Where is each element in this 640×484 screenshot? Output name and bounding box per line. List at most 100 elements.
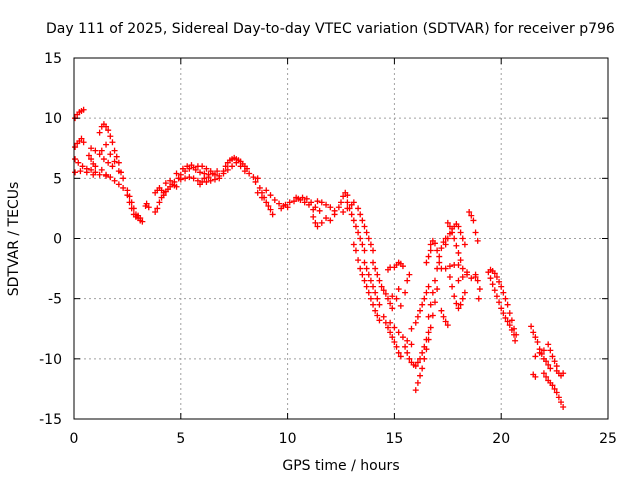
data-point-plus [179, 165, 186, 172]
data-point-plus [434, 247, 441, 254]
data-point-plus [318, 199, 325, 206]
data-point-plus [190, 175, 197, 182]
data-point-plus [88, 166, 95, 173]
data-point-plus [389, 293, 396, 300]
data-point-plus [105, 127, 112, 134]
data-point-plus [425, 329, 432, 336]
y-tick-label: -10 [39, 352, 62, 368]
y-tick-label: -15 [39, 412, 62, 428]
data-point-plus [502, 314, 509, 321]
data-point-plus [500, 310, 507, 317]
data-point-plus [111, 177, 118, 184]
data-point-plus [145, 204, 152, 211]
data-point-plus [263, 187, 270, 194]
data-point-plus [276, 200, 283, 207]
data-point-plus [427, 241, 434, 248]
data-point-plus [216, 172, 223, 179]
data-point-plus [365, 271, 372, 278]
data-point-plus [209, 170, 216, 177]
data-point-plus [83, 169, 90, 176]
data-point-plus [350, 199, 357, 206]
data-point-plus [291, 198, 298, 205]
data-point-plus [75, 159, 82, 166]
data-point-plus [327, 204, 334, 211]
x-axis-label: GPS time / hours [282, 458, 399, 474]
data-point-plus [389, 334, 396, 341]
data-point-plus [105, 159, 112, 166]
data-point-plus [491, 270, 498, 277]
data-point-plus [406, 271, 413, 278]
data-point-plus [417, 372, 424, 379]
data-point-plus [72, 169, 79, 176]
data-point-plus [404, 349, 411, 356]
data-point-plus [417, 307, 424, 314]
data-point-plus [305, 201, 312, 208]
data-point-plus [109, 163, 116, 170]
data-point-plus [192, 166, 199, 173]
data-point-plus [359, 217, 366, 224]
data-point-plus [252, 178, 259, 185]
data-point-plus [547, 347, 554, 354]
data-point-plus [455, 223, 462, 230]
data-point-plus [406, 355, 413, 362]
data-point-plus [472, 229, 479, 236]
data-point-plus [412, 363, 419, 370]
data-point-plus [211, 176, 218, 183]
data-point-plus [80, 139, 87, 146]
data-point-plus [256, 184, 263, 191]
data-point-plus [173, 183, 180, 190]
data-point-plus [265, 203, 272, 210]
data-point-plus [425, 253, 432, 260]
data-point-plus [154, 205, 161, 212]
data-point-plus [344, 199, 351, 206]
data-point-plus [88, 145, 95, 152]
data-point-plus [361, 223, 368, 230]
data-point-plus [530, 329, 537, 336]
data-point-plus [355, 229, 362, 236]
data-point-plus [491, 287, 498, 294]
data-point-plus [100, 156, 107, 163]
data-point-plus [442, 241, 449, 248]
data-point-plus [444, 322, 451, 329]
data-point-plus [207, 177, 214, 184]
data-point-plus [493, 293, 500, 300]
data-point-plus [553, 389, 560, 396]
data-point-plus [278, 205, 285, 212]
data-point-plus [532, 334, 539, 341]
data-point-plus [496, 278, 503, 285]
data-point-plus [391, 324, 398, 331]
data-point-plus [468, 212, 475, 219]
data-point-plus [399, 263, 406, 270]
data-point-plus [472, 274, 479, 281]
data-point-plus [451, 235, 458, 242]
data-point-plus [188, 162, 195, 169]
data-point-plus [92, 163, 99, 170]
data-point-plus [431, 299, 438, 306]
data-point-plus [372, 307, 379, 314]
data-point-plus [357, 211, 364, 218]
data-point-plus [92, 147, 99, 154]
data-point-plus [391, 338, 398, 345]
data-point-plus [107, 151, 114, 158]
data-point-plus [431, 277, 438, 284]
data-point-plus [532, 353, 539, 360]
data-point-plus [323, 215, 330, 222]
data-point-plus [359, 241, 366, 248]
data-point-plus [560, 370, 567, 377]
data-point-plus [357, 265, 364, 272]
data-point-plus [370, 301, 377, 308]
data-point-plus [412, 319, 419, 326]
data-point-plus [489, 281, 496, 288]
data-point-plus [214, 168, 221, 175]
data-point-plus [352, 223, 359, 230]
data-point-plus [79, 163, 86, 170]
data-point-plus [301, 199, 308, 206]
data-point-plus [269, 211, 276, 218]
data-point-plus [536, 349, 543, 356]
data-point-plus [455, 249, 462, 256]
data-point-plus [372, 265, 379, 272]
data-point-plus [455, 261, 462, 268]
data-point-plus [414, 313, 421, 320]
data-point-plus [459, 235, 466, 242]
data-point-plus [229, 163, 236, 170]
